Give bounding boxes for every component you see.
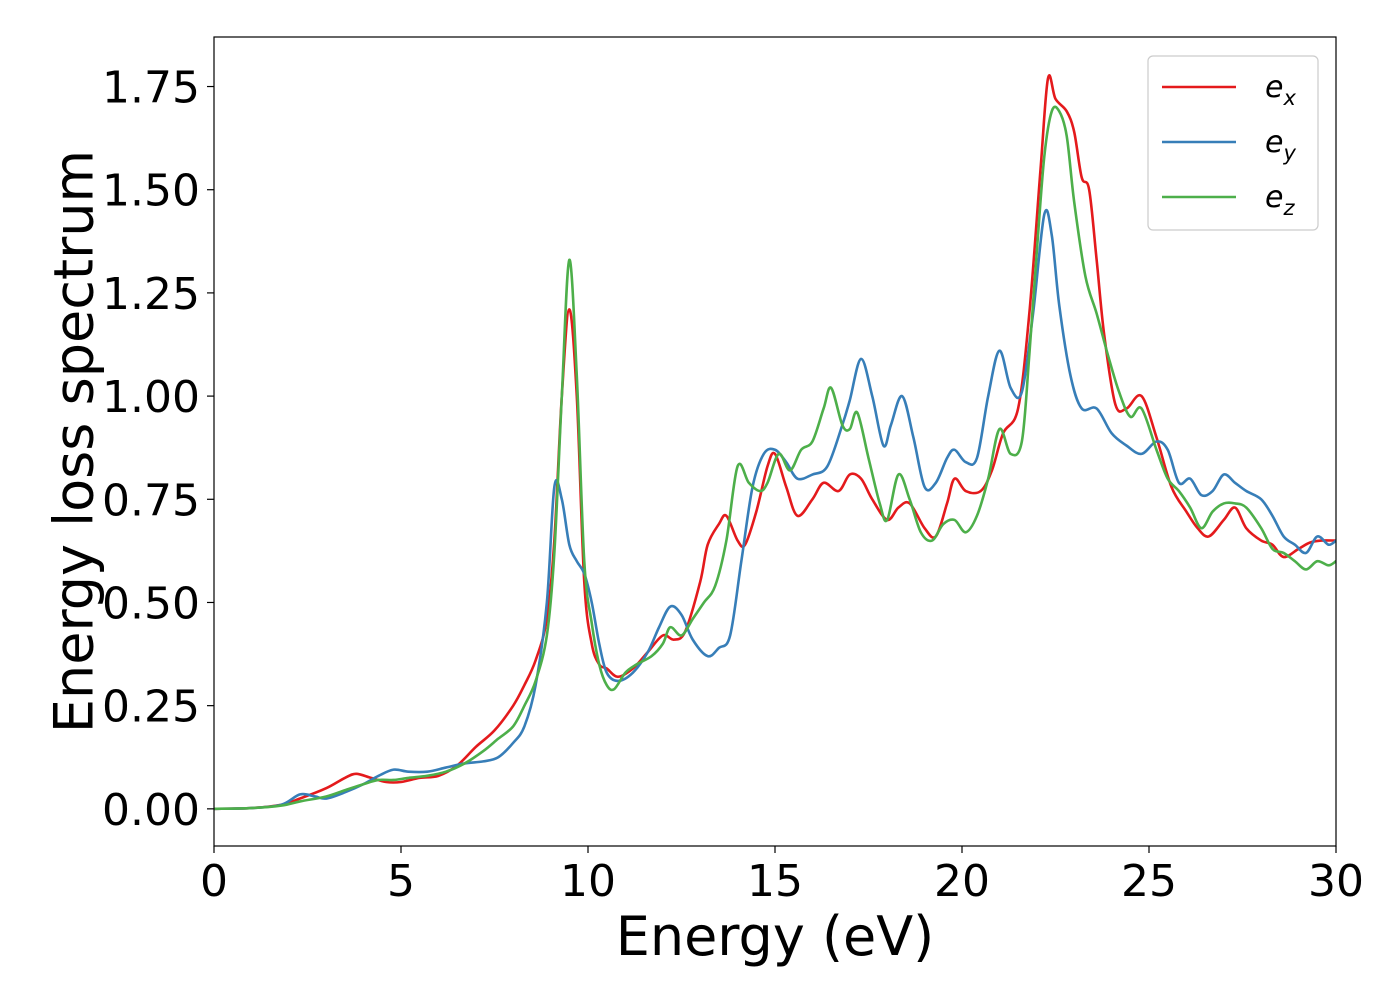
x-axis-ticks: 0 5 10 15 20 25 30 bbox=[200, 846, 1364, 907]
y-tick-label: 1.75 bbox=[102, 63, 200, 114]
x-tick-label: 0 bbox=[200, 856, 228, 907]
series-line-y bbox=[214, 208, 1336, 811]
legend-label-subscript: x bbox=[1282, 86, 1296, 110]
lines-layer bbox=[214, 74, 1336, 811]
x-tick-label: 10 bbox=[560, 856, 616, 907]
x-tick-label: 25 bbox=[1121, 856, 1177, 907]
y-axis-label: Energy loss spectrum bbox=[43, 150, 106, 733]
series-line-z bbox=[214, 105, 1336, 811]
plot-frame bbox=[213, 36, 1337, 847]
y-tick-label: 1.00 bbox=[102, 372, 200, 423]
legend-label-subscript: z bbox=[1282, 196, 1295, 220]
legend-label-z: ez bbox=[1265, 180, 1295, 220]
legend-label-subscript: y bbox=[1282, 141, 1296, 165]
legend-label-base: e bbox=[1265, 70, 1283, 105]
x-tick-label: 5 bbox=[387, 856, 415, 907]
legend-label-base: e bbox=[1265, 125, 1283, 160]
y-tick-label: 0.25 bbox=[102, 682, 200, 733]
x-tick-label: 30 bbox=[1308, 856, 1364, 907]
legend-label-base: e bbox=[1265, 180, 1283, 215]
x-tick-label: 15 bbox=[747, 856, 803, 907]
x-axis-label: Energy (eV) bbox=[616, 905, 935, 968]
y-tick-label: 1.50 bbox=[102, 166, 200, 217]
y-axis-ticks: 0.00 0.25 0.50 0.75 1.00 1.25 1.50 1.75 bbox=[102, 63, 214, 836]
y-tick-label: 0.50 bbox=[102, 578, 200, 629]
y-tick-label: 0.00 bbox=[102, 785, 200, 836]
y-tick-label: 1.25 bbox=[102, 269, 200, 320]
legend-label-y: ey bbox=[1265, 125, 1296, 165]
legend-label-x: ex bbox=[1265, 70, 1296, 110]
y-tick-label: 0.75 bbox=[102, 475, 200, 526]
x-tick-label: 20 bbox=[934, 856, 990, 907]
series-line-x bbox=[214, 74, 1336, 811]
